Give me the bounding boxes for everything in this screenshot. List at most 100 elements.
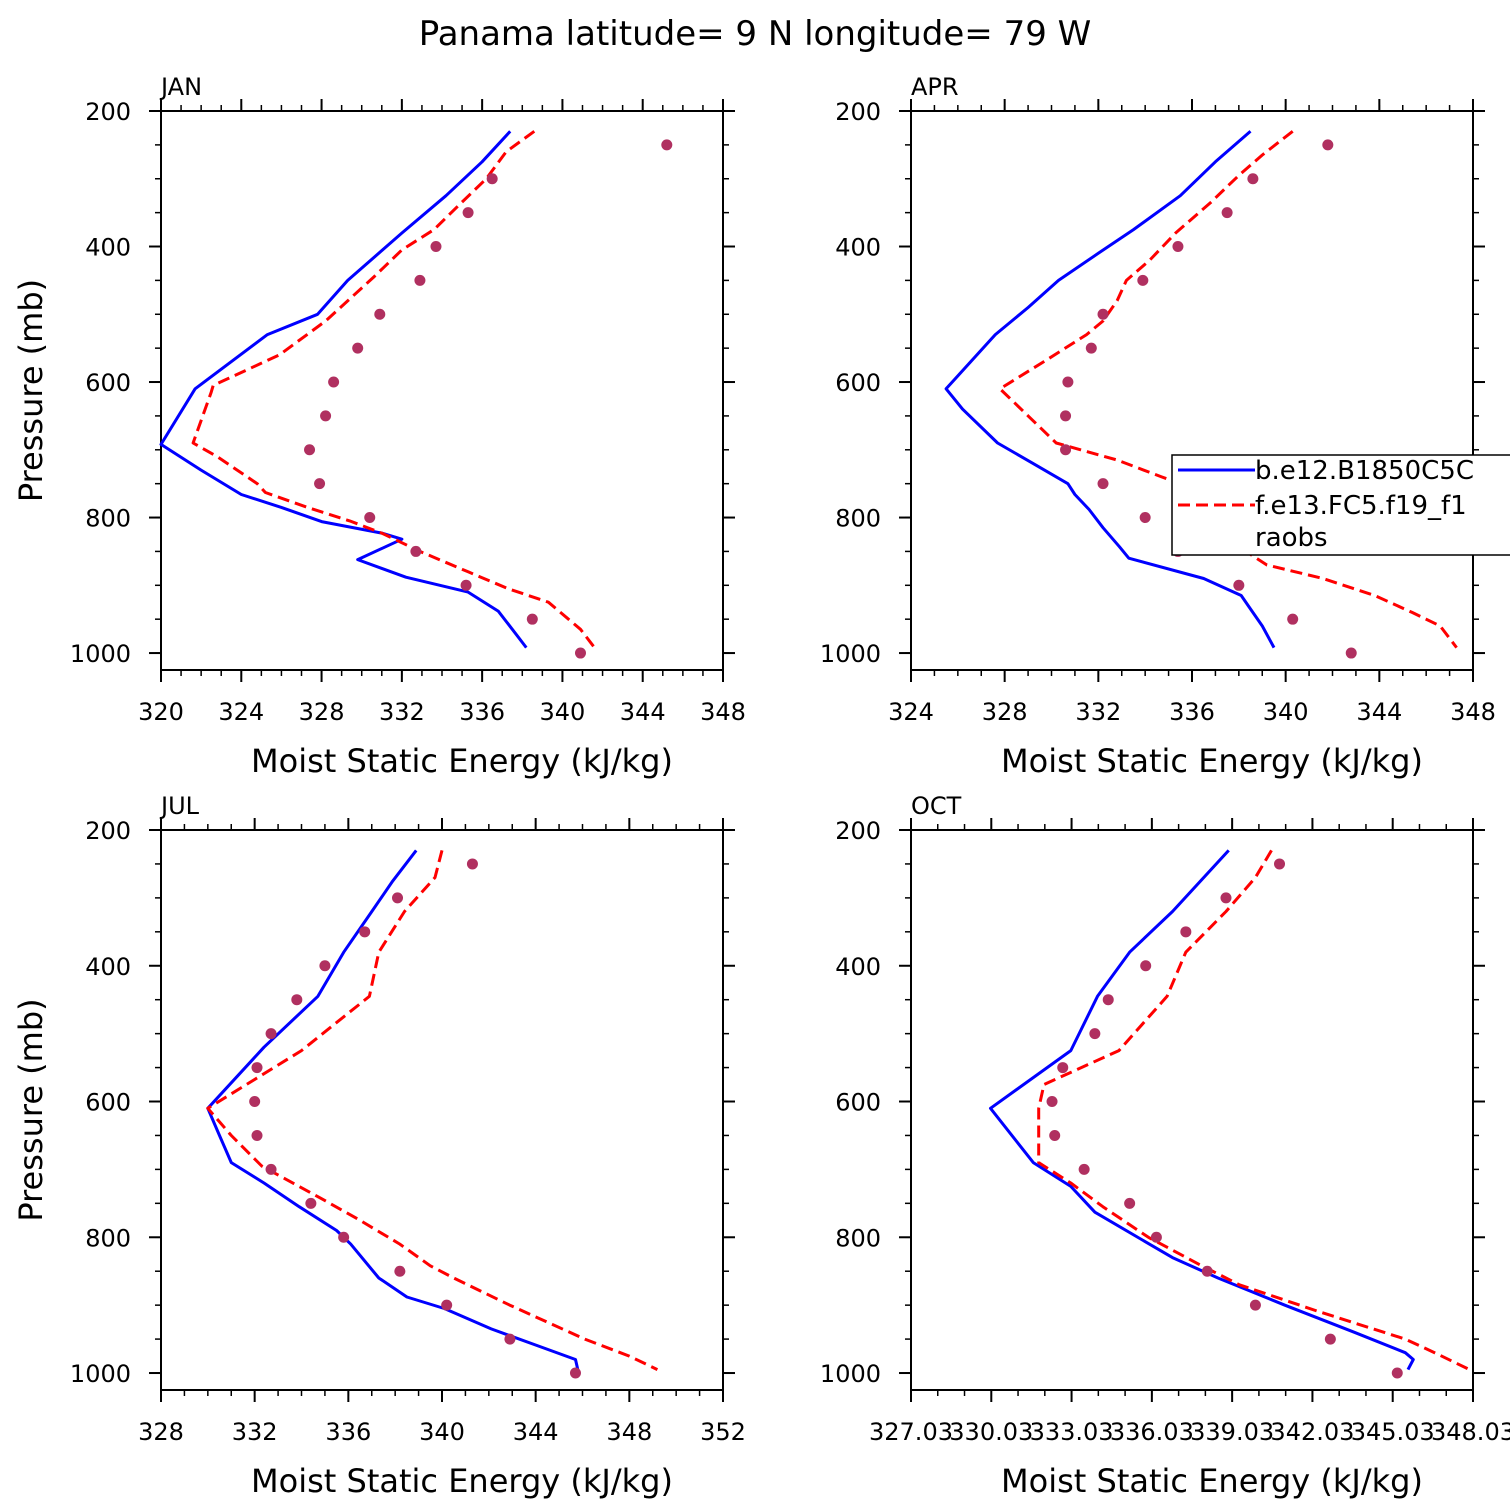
raobs-point (441, 1299, 453, 1311)
raobs-point (265, 1163, 277, 1175)
x-tick-label: 339.03 (1190, 1418, 1274, 1446)
raobs-point (319, 960, 331, 972)
y-tick-label: 1000 (820, 1360, 881, 1388)
x-tick-label: 336 (325, 1418, 371, 1446)
x-tick-label: 332 (379, 698, 425, 726)
y-tick-label: 600 (835, 369, 881, 397)
model-b-line (989, 849, 1415, 1371)
x-tick-label: 332 (232, 1418, 278, 1446)
raobs-point (1249, 1299, 1261, 1311)
y-tick-label: 1000 (820, 640, 881, 668)
x-tick-label: 332 (1075, 698, 1121, 726)
raobs-point (504, 1333, 516, 1345)
y-tick-label: 200 (85, 817, 131, 845)
x-tick-label: 328 (138, 1418, 184, 1446)
y-tick-label: 1000 (70, 1360, 131, 1388)
x-tick-label: 333.03 (1030, 1418, 1114, 1446)
x-tick-label: 342.03 (1270, 1418, 1354, 1446)
raobs-point (1172, 241, 1184, 253)
raobs-point (359, 926, 371, 938)
x-axis-label: Moist Static Energy (kJ/kg) (251, 742, 673, 780)
legend-label-model-f: f.e13.FC5.f19_f1 (1255, 491, 1467, 521)
raobs-point (338, 1231, 350, 1243)
x-tick-label: 345.03 (1351, 1418, 1435, 1446)
x-tick-label: 340 (1263, 698, 1309, 726)
panel-title-oct: OCT (911, 792, 962, 820)
y-tick-label: 200 (835, 98, 881, 126)
panel-title-apr: APR (911, 73, 959, 101)
raobs-point (291, 994, 303, 1006)
raobs-point (1102, 994, 1114, 1006)
y-tick-label: 600 (85, 1089, 131, 1117)
raobs-point (1124, 1197, 1136, 1209)
panel-jan: JAN 320 324 328 332 336 340 344 348 200 400 600 800 1… (12, 73, 746, 780)
raobs-point (430, 241, 442, 253)
x-tick-label: 324 (888, 698, 934, 726)
raobs-point (462, 207, 474, 219)
raobs-point (392, 892, 404, 904)
raobs-point (328, 376, 340, 388)
model-f-line (191, 130, 596, 649)
model-b-line (944, 130, 1276, 649)
raobs-point (1046, 1096, 1058, 1108)
y-tick-label: 600 (85, 369, 131, 397)
raobs-point (1221, 207, 1233, 219)
x-tick-label: 320 (138, 698, 184, 726)
y-tick-label: 1000 (70, 640, 131, 668)
raobs-point (466, 858, 478, 870)
raobs-point (1287, 613, 1299, 625)
panel-jul: JUL 328 332 336 340 344 348 352 200 400 600 800 1000… (12, 792, 746, 1500)
x-tick-label: 340 (419, 1418, 465, 1446)
panel-title-jul: JUL (159, 792, 200, 820)
model-f-line (998, 130, 1458, 649)
raobs-point (526, 613, 538, 625)
raobs-point (1049, 1129, 1061, 1141)
raobs-point (265, 1028, 277, 1040)
y-tick-label: 800 (85, 1224, 131, 1252)
legend: b.e12.B1850C5C f.e13.FC5.f19_f1 raobs (1171, 454, 1510, 556)
x-tick-label: 340 (540, 698, 586, 726)
model-b-line (159, 130, 528, 649)
x-tick-label: 330.03 (949, 1418, 1033, 1446)
y-axis-label: Pressure (mb) (12, 279, 50, 502)
raobs-point (304, 444, 316, 456)
raobs-point (410, 545, 422, 557)
raobs-point (1180, 926, 1192, 938)
raobs-point (1097, 308, 1109, 320)
x-tick-label: 352 (700, 1418, 746, 1446)
raobs-point (314, 478, 326, 490)
panel-title-jan: JAN (159, 73, 202, 101)
plot-frame (910, 110, 1474, 671)
y-tick-label: 200 (835, 817, 881, 845)
x-tick-label: 344 (1356, 698, 1402, 726)
raobs-point (251, 1062, 263, 1074)
x-tick-label: 328 (299, 698, 345, 726)
raobs-point (249, 1096, 261, 1108)
legend-box (1171, 454, 1510, 556)
legend-label-raobs: raobs (1255, 523, 1328, 553)
y-axis-label: Pressure (mb) (12, 998, 50, 1221)
y-tick-label: 400 (85, 953, 131, 981)
raobs-point (1085, 342, 1097, 354)
raobs-point (1201, 1265, 1213, 1277)
panel-apr: APR 324 328 332 336 340 344 348 200 400 600 800 1000… (820, 73, 1496, 780)
raobs-point (1097, 478, 1109, 490)
raobs-point (1345, 647, 1357, 659)
raobs-point (1322, 139, 1334, 151)
raobs-point (364, 512, 376, 524)
raobs-point (1062, 376, 1074, 388)
raobs-point (1140, 960, 1152, 972)
raobs-point (1060, 410, 1072, 422)
raobs-point (1137, 274, 1149, 286)
raobs-point (1220, 892, 1232, 904)
model-f-line (1037, 849, 1471, 1371)
raobs-point (1324, 1333, 1336, 1345)
raobs-point (305, 1197, 317, 1209)
x-tick-label: 348.03 (1431, 1418, 1510, 1446)
x-axis-label: Moist Static Energy (kJ/kg) (1001, 742, 1423, 780)
model-f-line (206, 850, 659, 1371)
x-tick-label: 336.03 (1110, 1418, 1194, 1446)
x-tick-label: 344 (620, 698, 666, 726)
raobs-point (320, 410, 332, 422)
x-tick-label: 324 (218, 698, 264, 726)
